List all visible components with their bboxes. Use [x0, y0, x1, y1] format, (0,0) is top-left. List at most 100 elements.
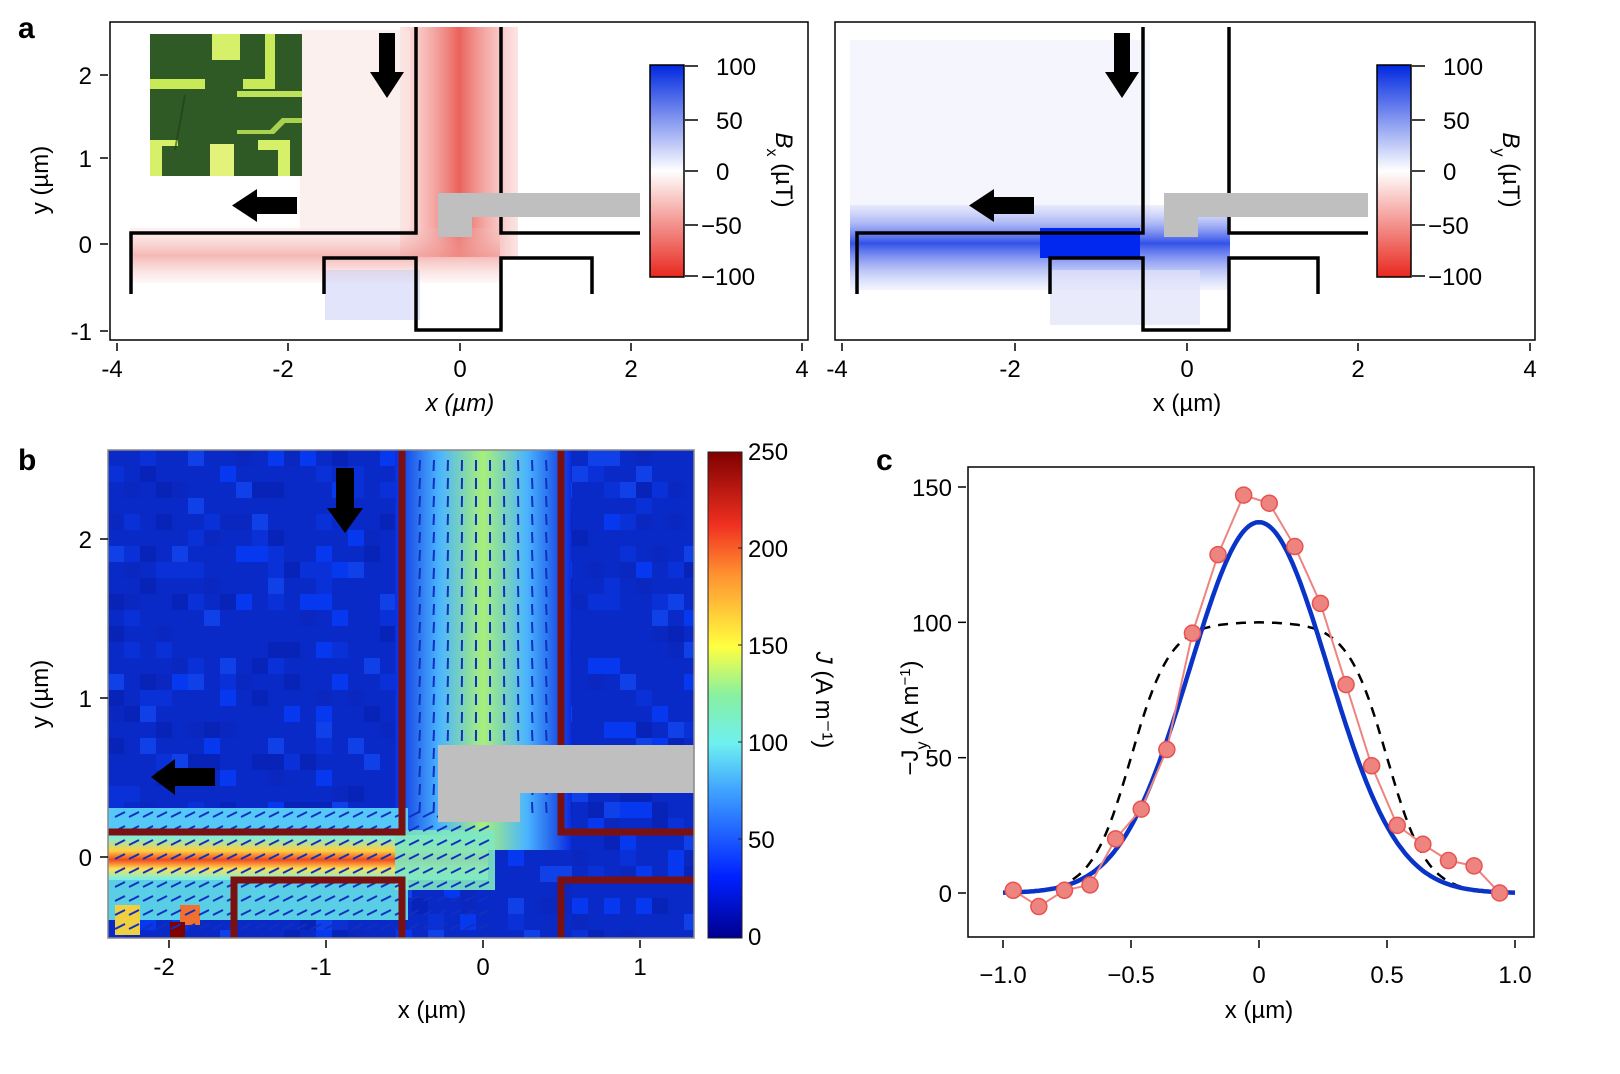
vector-arrow [380, 909, 392, 916]
x-tick-label: -4 [101, 356, 122, 383]
colorbar-tick: 50 [716, 108, 743, 135]
x-tick-label: 4 [1523, 356, 1536, 383]
vector-arrow [254, 923, 266, 930]
plot-frame [967, 466, 1535, 938]
colorbar-tick: 250 [748, 439, 788, 466]
vector-arrow [545, 729, 548, 742]
vector-arrow [545, 531, 548, 544]
vector-arrow [282, 839, 294, 846]
vector-arrow [478, 839, 490, 846]
vector-arrow [240, 923, 252, 930]
vector-arrow [478, 853, 490, 860]
noise-tile [684, 562, 694, 578]
vector-arrow [418, 477, 421, 490]
noise-tile [268, 738, 284, 754]
plot-frame [834, 21, 1536, 341]
noise-tile [348, 530, 364, 546]
vector-arrow [422, 867, 434, 874]
vector-arrow [338, 867, 350, 874]
noise-tile [668, 482, 684, 498]
x-tick-label: 0 [1252, 962, 1265, 989]
vector-arrow [422, 881, 434, 888]
noise-tile [604, 514, 620, 530]
noise-tile [572, 466, 588, 482]
vector-arrow [310, 909, 322, 916]
noise-tile [684, 546, 694, 562]
noise-tile [652, 594, 668, 610]
noise-tile [572, 930, 588, 938]
noise-tile [380, 594, 396, 610]
vector-arrow [394, 867, 406, 874]
vector-arrow [142, 909, 154, 916]
noise-tile [156, 642, 172, 658]
noise-tile [268, 530, 284, 546]
noise-tile [108, 690, 124, 706]
vector-arrow [198, 867, 210, 874]
noise-tile [668, 642, 684, 658]
noise-tile [364, 530, 380, 546]
noise-tile [380, 610, 396, 626]
noise-tile [636, 802, 652, 818]
noise-tile [652, 626, 668, 642]
noise-tile [284, 674, 300, 690]
noise-tile [508, 914, 524, 930]
vector-arrow [380, 853, 392, 860]
noise-tile [300, 562, 316, 578]
vector-arrow [450, 867, 462, 874]
vector-arrow [268, 909, 280, 916]
noise-tile [588, 930, 604, 938]
noise-tile [348, 690, 364, 706]
vector-arrow [142, 895, 154, 902]
noise-tile [140, 690, 156, 706]
noise-tile [236, 674, 252, 690]
noise-tile [588, 674, 604, 690]
vector-arrow [366, 895, 378, 902]
measured-point [1465, 857, 1483, 875]
colorbar-tick: 100 [748, 730, 788, 757]
vector-arrow [198, 895, 210, 902]
vector-arrow [478, 909, 490, 916]
x-tick-label: 2 [1351, 356, 1364, 383]
measured-point [1132, 800, 1150, 818]
y-tick-label: 1 [79, 146, 92, 173]
colorbar-tick: 100 [716, 54, 756, 81]
by-colorbar: 100 50 0 −50 −100 By (µT) [1376, 54, 1524, 291]
vector-arrow [184, 909, 196, 916]
noise-tile [172, 754, 188, 770]
vector-arrow [408, 839, 420, 846]
noise-tile [636, 898, 652, 914]
vector-arrow [422, 839, 434, 846]
noise-tile [604, 594, 620, 610]
vector-arrow [366, 839, 378, 846]
vector-arrow [464, 909, 476, 916]
vector-arrow [268, 867, 280, 874]
noise-tile [204, 754, 220, 770]
vector-arrow [408, 853, 420, 860]
noise-tile [620, 930, 636, 938]
vector-arrow [254, 895, 266, 902]
vector-arrow [436, 895, 448, 902]
bx-positive-patch [325, 270, 420, 320]
vector-arrow [450, 825, 462, 832]
grey-contact [438, 193, 640, 237]
noise-tile [332, 930, 348, 938]
vector-arrow [254, 839, 266, 846]
x-axis-label: x (µm) [1225, 997, 1293, 1024]
noise-tile [636, 578, 652, 594]
noise-tile [572, 850, 588, 866]
noise-tile [188, 594, 204, 610]
vector-arrow [408, 923, 420, 930]
noise-tile [684, 850, 694, 866]
current-arrow-left-icon [151, 759, 215, 795]
device-outline [129, 27, 640, 332]
vector-arrow [296, 923, 308, 930]
colorbar-tick: −50 [701, 213, 742, 240]
vector-arrow [156, 881, 168, 888]
noise-tile [332, 562, 348, 578]
noise-tile [684, 834, 694, 850]
vector-arrow [380, 839, 392, 846]
noise-tile [188, 658, 204, 674]
vector-arrow [422, 895, 434, 902]
noise-tile [220, 770, 236, 786]
colorbar-label: J (A m⁻¹) [810, 651, 837, 749]
